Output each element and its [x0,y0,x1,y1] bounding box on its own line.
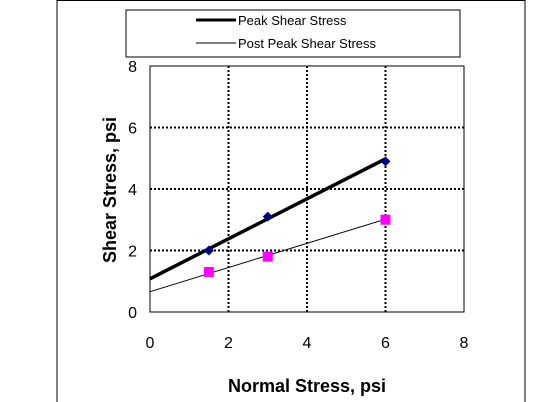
x-tick-label: 4 [303,335,312,352]
x-tick-label: 0 [146,335,155,352]
data-markers [203,156,391,278]
y-axis-title: Shear Stress, psi [100,117,120,263]
legend-label-peak: Peak Shear Stress [238,13,347,28]
post-peak-point [262,251,273,262]
peak-point [380,156,391,167]
legend: Peak Shear Stress Post Peak Shear Stress [125,9,461,58]
legend-label-post-peak: Post Peak Shear Stress [238,36,377,51]
trendlines [149,157,387,293]
y-tick-label: 2 [128,244,137,261]
legend-box [125,9,461,58]
y-tick-label: 0 [128,305,137,322]
x-tick-label: 2 [224,335,233,352]
plot-area [149,65,465,313]
y-tick-label: 8 [128,59,137,76]
tick-labels: 0 2 4 6 8 0 2 4 6 8 [128,59,468,352]
x-axis-title: Normal Stress, psi [228,376,386,396]
x-tick-label: 8 [460,335,469,352]
post-peak-point [203,267,214,278]
peak-point [262,211,273,222]
x-tick-label: 6 [381,335,390,352]
y-tick-label: 4 [128,182,137,199]
post-peak-point [380,214,391,225]
peak-point [203,245,214,256]
plot-grid [150,66,464,312]
y-tick-label: 6 [128,121,137,138]
